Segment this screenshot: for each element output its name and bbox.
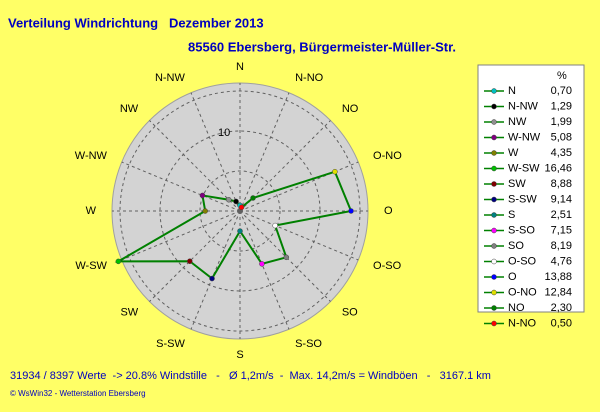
legend-value: 2,51 [551, 209, 572, 221]
direction-label: N [236, 61, 244, 73]
legend-name: S-SO [508, 224, 535, 236]
legend-marker [491, 320, 497, 327]
radar-point [332, 168, 338, 175]
legend-value: 4,35 [551, 147, 572, 159]
legend-marker [491, 165, 497, 172]
credit: © WsWin32 - Wetterstation Ebersberg [10, 389, 146, 398]
direction-label: W-SW [75, 260, 107, 272]
legend-value: 1,99 [551, 116, 572, 128]
r-tick-label: 10 [218, 127, 230, 139]
legend-name: S [508, 209, 515, 221]
legend-marker [491, 119, 497, 125]
legend-marker [491, 212, 497, 218]
direction-label: SW [120, 307, 138, 319]
legend-name: W [508, 147, 519, 159]
legend-marker [491, 150, 497, 156]
legend-value: 8,19 [551, 240, 572, 252]
radar-point [259, 261, 265, 267]
radar-point [238, 204, 245, 211]
legend-value: 5,08 [551, 131, 572, 143]
legend-marker [491, 243, 497, 249]
radar-point [202, 208, 208, 214]
direction-label: S [236, 349, 243, 361]
legend-marker [491, 103, 497, 110]
legend-marker [491, 305, 497, 311]
chart-subtitle: 85560 Ebersberg, Bürgermeister-Müller-St… [188, 39, 456, 54]
legend-value: 13,88 [544, 271, 572, 283]
legend-marker [491, 289, 497, 296]
legend-name: N-NW [508, 100, 539, 112]
legend-marker [491, 181, 497, 187]
direction-label: N-NO [295, 72, 324, 84]
legend-value: 1,29 [551, 100, 572, 112]
direction-label: O [384, 205, 393, 217]
radar-point [348, 208, 354, 214]
radar-point [187, 258, 193, 264]
legend-value: 0,50 [551, 317, 572, 329]
legend-marker [491, 196, 497, 203]
direction-label: NW [120, 103, 139, 115]
radar-point [115, 258, 122, 265]
legend-marker [491, 258, 497, 265]
chart-title: Verteilung Windrichtung Dezember 2013 [8, 15, 264, 30]
legend-value: 7,15 [551, 224, 572, 236]
legend-name: SW [508, 178, 526, 190]
legend-marker [491, 274, 497, 280]
legend-marker [491, 134, 497, 141]
legend-name: O-NO [508, 286, 537, 298]
legend-name: N-NO [508, 317, 537, 329]
legend-value: 9,14 [551, 193, 572, 205]
legend-name: O-SO [508, 255, 537, 267]
footer: 31934 / 8397 Werte -> 20.8% Windstille -… [10, 370, 491, 382]
legend-name: NW [508, 116, 527, 128]
legend-name: N [508, 85, 516, 97]
legend-value: 12,84 [544, 286, 572, 298]
legend-header: % [557, 70, 567, 82]
legend-name: W-NW [508, 131, 541, 143]
legend-name: W-SW [508, 162, 540, 174]
radar-point [225, 196, 232, 203]
grid-ring [199, 170, 281, 252]
legend-name: S-SW [508, 193, 537, 205]
legend-value: 4,76 [551, 255, 572, 267]
direction-label: O-SO [373, 260, 402, 272]
legend-name: O [508, 271, 517, 283]
direction-label: NO [342, 103, 359, 115]
legend-value: 0,70 [551, 85, 572, 97]
radar-point [250, 195, 256, 201]
direction-label: S-SO [295, 338, 322, 350]
radar-point [209, 275, 215, 282]
radar-point [237, 228, 243, 234]
legend-marker [491, 227, 497, 234]
legend-value: 8,88 [551, 178, 572, 190]
direction-label: N-NW [155, 72, 186, 84]
direction-label: O-NO [373, 150, 402, 162]
direction-label: SO [342, 307, 358, 319]
radar-point [199, 192, 206, 199]
radar-point [233, 198, 239, 205]
direction-label: S-SW [156, 338, 185, 350]
direction-label: W-NW [75, 150, 108, 162]
radar-point [272, 222, 278, 229]
legend-name: NO [508, 302, 525, 314]
radar-point [283, 254, 290, 261]
legend-value: 16,46 [544, 162, 572, 174]
direction-label: W [86, 205, 97, 217]
legend-value: 2,30 [551, 302, 572, 314]
legend-marker [491, 88, 497, 94]
legend-name: SO [508, 240, 524, 252]
